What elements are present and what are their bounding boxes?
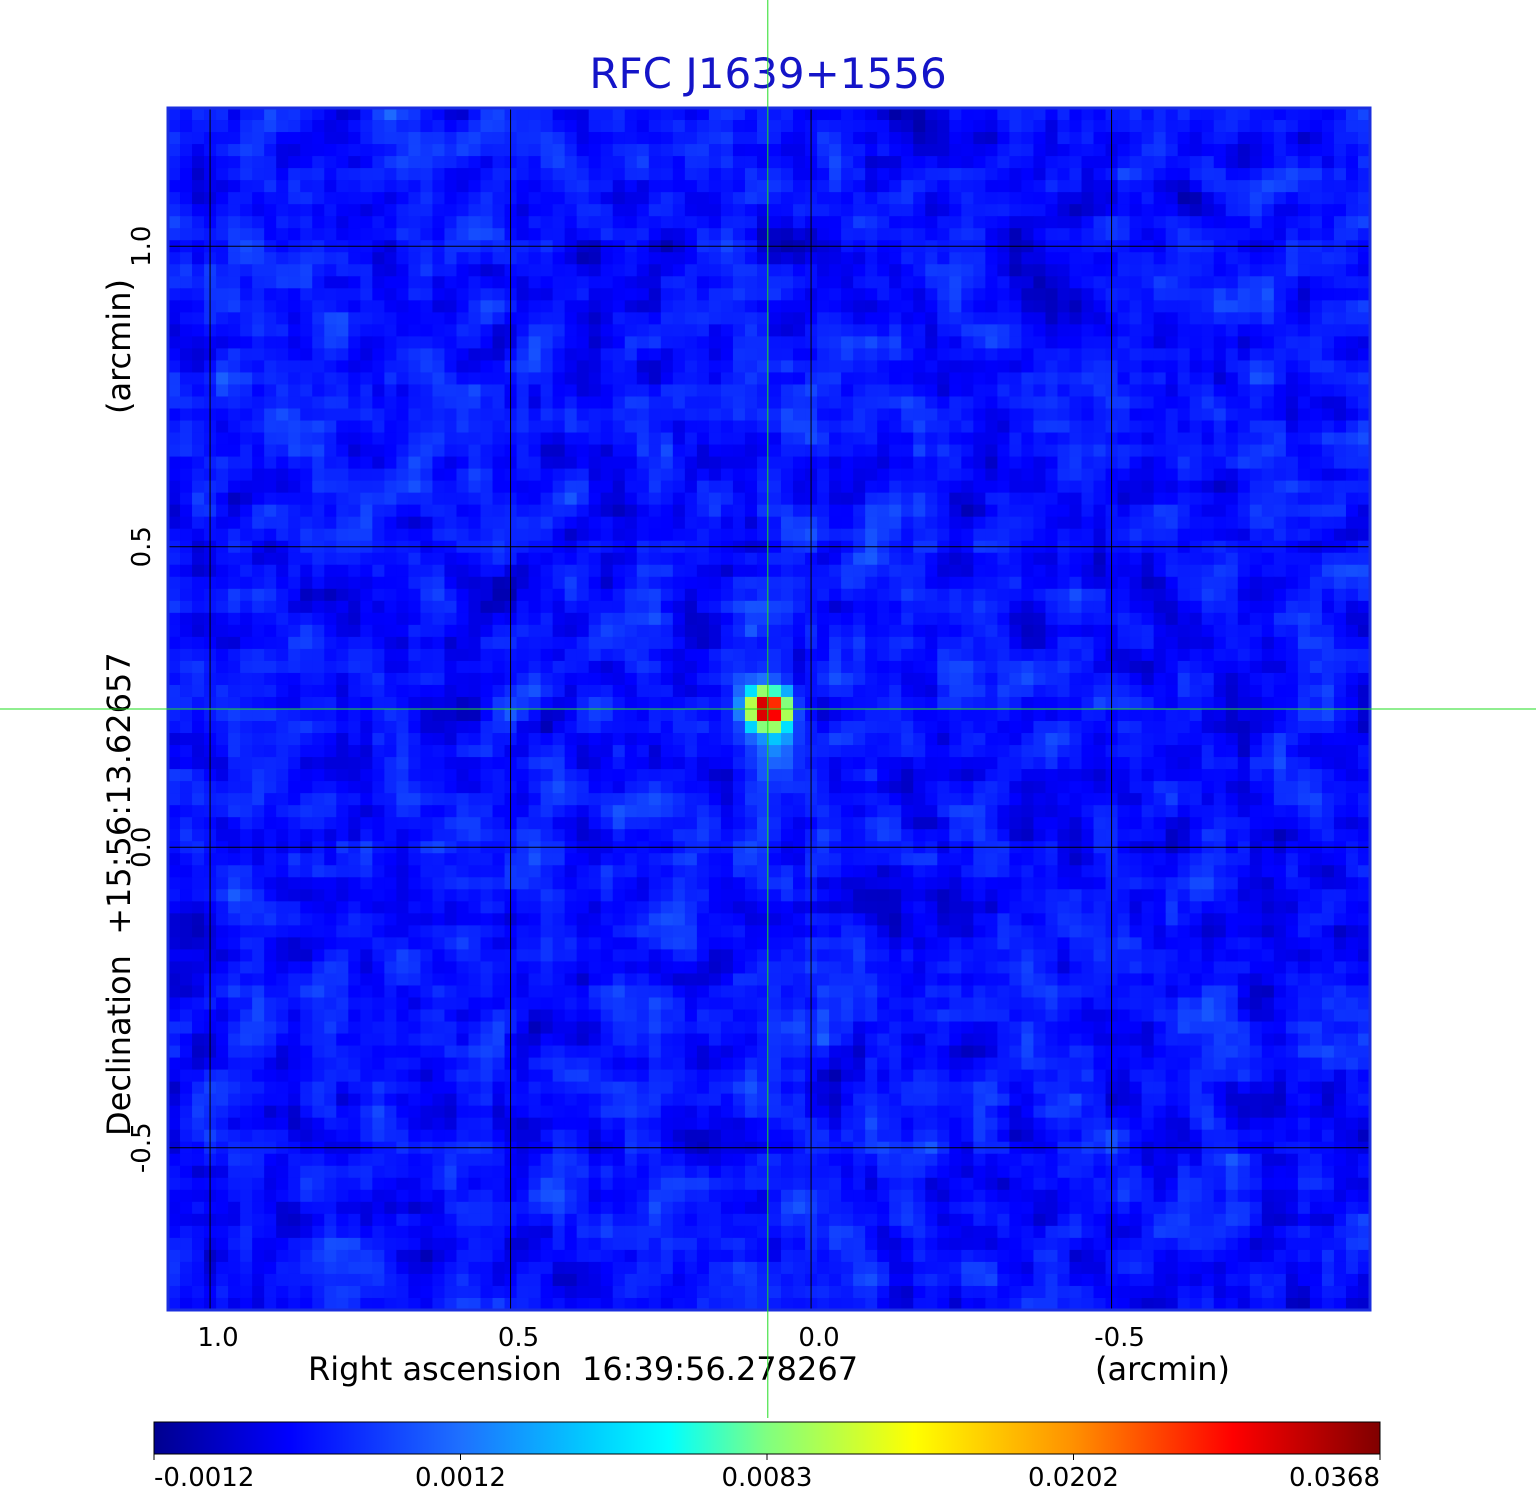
y-axis-unit: (arcmin) <box>100 279 138 414</box>
intensity-map <box>168 108 1371 1311</box>
y-tick-labels: 1.0 0.5 0.0 -0.5 <box>127 226 157 1174</box>
x-axis-label: Right ascension 16:39:56.278267 <box>308 1350 858 1388</box>
colorbar-tick-label-2: 0.0083 <box>722 1463 813 1493</box>
x-axis-unit: (arcmin) <box>1095 1350 1230 1388</box>
y-tick-label-0: 1.0 <box>127 226 157 267</box>
y-tick-label-2: 0.0 <box>127 827 157 868</box>
colorbar-tick-label-0: -0.0012 <box>154 1463 254 1493</box>
colorbar <box>153 1421 1381 1455</box>
y-tick-label-3: -0.5 <box>127 1122 157 1173</box>
x-tick-label-1: 0.5 <box>498 1323 539 1353</box>
colorbar-tick-label-3: 0.0202 <box>1028 1463 1119 1493</box>
x-tick-labels: 1.0 0.5 0.0 -0.5 <box>197 1323 1145 1353</box>
x-tick-label-3: -0.5 <box>1094 1323 1145 1353</box>
colorbar-tick-label-4: 0.0368 <box>1289 1463 1380 1493</box>
colorbar-tick-label-1: 0.0012 <box>415 1463 506 1493</box>
crosshair <box>0 0 1536 1418</box>
y-axis-label: Declination +15:56:13.62657 <box>100 652 138 1136</box>
colorbar-tick-labels: -0.0012 0.0012 0.0083 0.0202 0.0368 <box>153 1454 1381 1493</box>
y-tick-label-1: 0.5 <box>127 526 157 567</box>
x-tick-label-0: 1.0 <box>197 1323 238 1353</box>
x-tick-label-2: 0.0 <box>798 1323 839 1353</box>
